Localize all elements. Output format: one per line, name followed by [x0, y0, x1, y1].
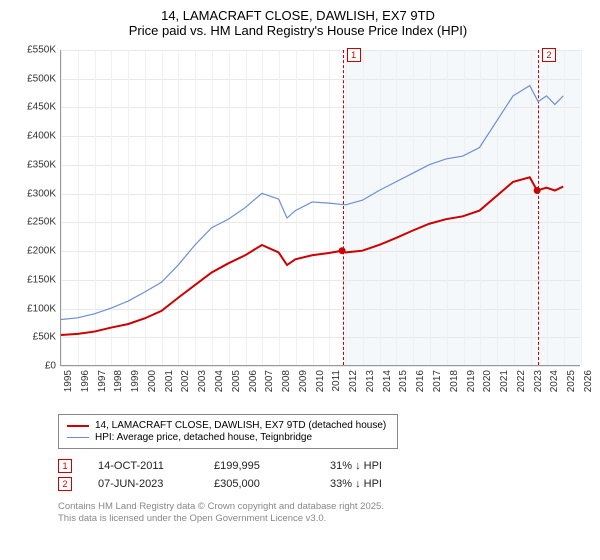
sale-price: £305,000 — [214, 478, 304, 490]
x-axis-label: 2003 — [197, 370, 208, 392]
legend-row: 14, LAMACRAFT CLOSE, DAWLISH, EX7 9TD (d… — [67, 420, 389, 431]
sale-row: 1 14-OCT-2011 £199,995 31% ↓ HPI — [58, 459, 588, 473]
sale-date: 07-JUN-2023 — [98, 478, 188, 490]
x-axis-label: 2007 — [264, 370, 275, 392]
x-axis-label: 2009 — [298, 370, 309, 392]
x-axis-label: 2014 — [382, 370, 393, 392]
y-axis-label: £0 — [14, 361, 56, 372]
legend-label: HPI: Average price, detached house, Teig… — [95, 432, 312, 443]
x-axis-label: 2004 — [214, 370, 225, 392]
y-axis-label: £100K — [14, 303, 56, 314]
y-axis-label: £200K — [14, 246, 56, 257]
x-axis-label: 2008 — [281, 370, 292, 392]
sale-delta: 33% ↓ HPI — [330, 478, 420, 490]
x-axis-label: 2019 — [466, 370, 477, 392]
title-block: 14, LAMACRAFT CLOSE, DAWLISH, EX7 9TD Pr… — [8, 8, 588, 38]
x-axis-label: 2017 — [432, 370, 443, 392]
sales-table: 1 14-OCT-2011 £199,995 31% ↓ HPI 2 07-JUN-202… — [58, 459, 588, 491]
footnote: Contains HM Land Registry data © Crown c… — [58, 501, 588, 526]
y-axis-label: £300K — [14, 188, 56, 199]
x-axis-label: 2025 — [566, 370, 577, 392]
y-axis-label: £50K — [14, 332, 56, 343]
x-axis-label: 1999 — [130, 370, 141, 392]
x-axis-label: 2021 — [499, 370, 510, 392]
x-axis-label: 2012 — [348, 370, 359, 392]
chart-area: 12 £0 £50K £100K £150K £200K £250K £300K £350K £… — [16, 46, 586, 406]
x-axis-label: 2011 — [331, 370, 342, 392]
y-axis-label: £500K — [14, 73, 56, 84]
x-axis-label: 2001 — [164, 370, 175, 392]
sale-row: 2 07-JUN-2023 £305,000 33% ↓ HPI — [58, 477, 588, 491]
sale-marker-box: 1 — [58, 459, 72, 473]
y-axis-label: £550K — [14, 45, 56, 56]
x-axis-label: 1996 — [80, 370, 91, 392]
x-axis-label: 2015 — [398, 370, 409, 392]
x-axis-label: 2016 — [415, 370, 426, 392]
sale-date: 14-OCT-2011 — [98, 460, 188, 472]
title-main: 14, LAMACRAFT CLOSE, DAWLISH, EX7 9TD — [8, 8, 588, 23]
x-axis-label: 2026 — [583, 370, 594, 392]
plot-area: 12 — [60, 50, 580, 366]
line-series — [61, 50, 580, 365]
series-property — [61, 177, 563, 335]
legend-row: HPI: Average price, detached house, Teig… — [67, 432, 389, 443]
x-axis-label: 1998 — [113, 370, 124, 392]
chart-container: 14, LAMACRAFT CLOSE, DAWLISH, EX7 9TD Pr… — [0, 0, 600, 560]
sale-marker-box: 2 — [58, 477, 72, 491]
y-axis-label: £450K — [14, 102, 56, 113]
x-axis-label: 1995 — [63, 370, 74, 392]
footnote-line: This data is licensed under the Open Gov… — [58, 513, 588, 525]
y-axis-label: £400K — [14, 131, 56, 142]
x-axis-label: 2023 — [533, 370, 544, 392]
x-axis-label: 1997 — [97, 370, 108, 392]
x-axis-label: 2018 — [449, 370, 460, 392]
legend-swatch — [67, 437, 89, 438]
y-axis-label: £150K — [14, 274, 56, 285]
x-axis-label: 2000 — [147, 370, 158, 392]
x-axis-label: 2005 — [231, 370, 242, 392]
x-axis-label: 2006 — [248, 370, 259, 392]
x-axis-label: 2020 — [482, 370, 493, 392]
title-sub: Price paid vs. HM Land Registry's House … — [8, 23, 588, 38]
y-axis-label: £350K — [14, 159, 56, 170]
y-axis-label: £250K — [14, 217, 56, 228]
sale-delta: 31% ↓ HPI — [330, 460, 420, 472]
legend: 14, LAMACRAFT CLOSE, DAWLISH, EX7 9TD (d… — [58, 414, 398, 449]
x-axis-label: 2010 — [315, 370, 326, 392]
sale-dot — [339, 247, 346, 254]
legend-swatch — [67, 425, 89, 427]
x-axis-label: 2024 — [549, 370, 560, 392]
x-axis-label: 2013 — [365, 370, 376, 392]
footnote-line: Contains HM Land Registry data © Crown c… — [58, 501, 588, 513]
legend-label: 14, LAMACRAFT CLOSE, DAWLISH, EX7 9TD (d… — [95, 420, 386, 431]
sale-dot — [534, 187, 541, 194]
x-axis-label: 2022 — [516, 370, 527, 392]
x-axis-label: 2002 — [180, 370, 191, 392]
sale-price: £199,995 — [214, 460, 304, 472]
